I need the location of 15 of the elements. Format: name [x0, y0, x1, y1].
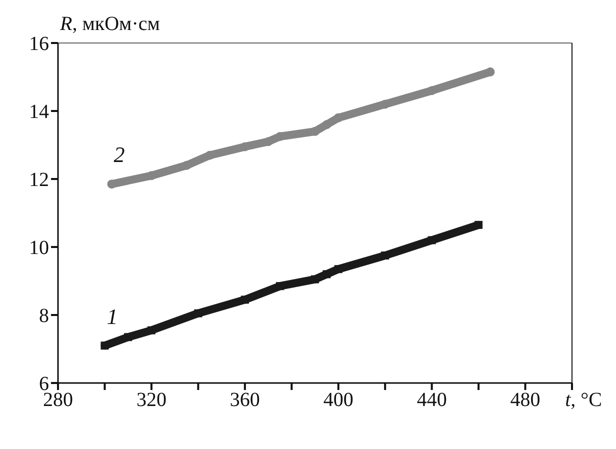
x-tick-label: 440: [416, 389, 447, 412]
y-tick-label: 14: [29, 101, 49, 124]
y-axis-title: R, мкОм·см: [60, 13, 160, 35]
x-tick-label: 400: [323, 389, 354, 412]
annotation: 1: [106, 304, 118, 329]
x-tick-label: 280: [43, 389, 73, 412]
y-tick-label: 12: [29, 169, 49, 192]
x-tick-label: 320: [136, 389, 166, 412]
x-tick-label: 480: [510, 389, 540, 412]
y-tick-label: 16: [29, 33, 49, 56]
x-tick-label: 360: [230, 389, 260, 412]
x-axis-title: t, °C: [565, 389, 602, 411]
y-tick-label: 10: [29, 237, 49, 260]
annotation: 2: [114, 142, 125, 168]
y-tick-label: 8: [39, 305, 49, 328]
